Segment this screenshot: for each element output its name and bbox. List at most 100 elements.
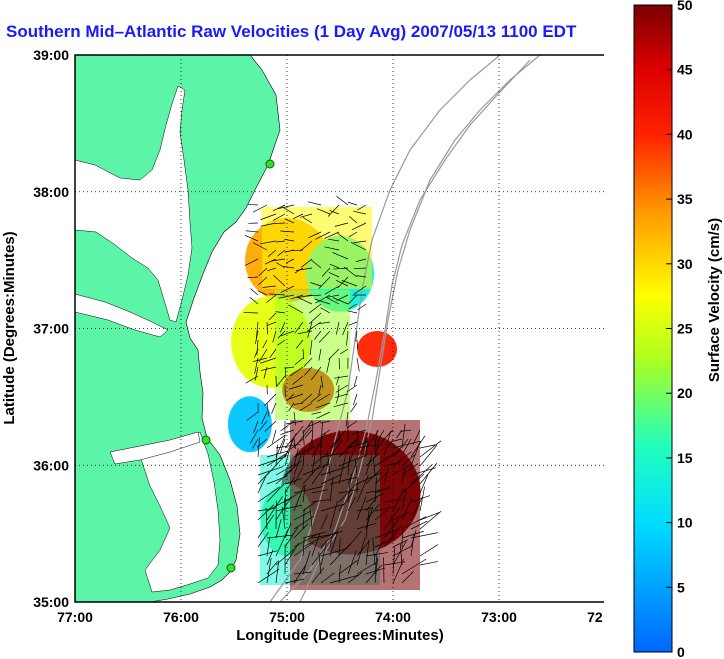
velocity-arrow bbox=[304, 429, 313, 438]
velocity-arrow bbox=[311, 432, 326, 458]
velocity-arrow bbox=[276, 375, 286, 387]
velocity-arrow bbox=[350, 242, 367, 251]
velocity-arrow bbox=[335, 393, 349, 398]
velocity-arrow bbox=[336, 294, 349, 301]
velocity-arrow bbox=[347, 496, 356, 512]
velocity-arrow bbox=[356, 562, 376, 575]
velocity-arrow bbox=[255, 321, 259, 339]
velocity-arrow bbox=[254, 366, 259, 381]
velocity-arrow bbox=[284, 478, 302, 485]
velocity-arrow bbox=[392, 541, 407, 566]
velocity-arrow bbox=[401, 516, 427, 530]
velocity-arrow bbox=[277, 339, 286, 346]
velocity-arrow bbox=[279, 438, 286, 454]
velocity-arrow bbox=[249, 429, 259, 444]
velocity-arrow bbox=[381, 429, 394, 442]
velocity-arrow bbox=[320, 474, 342, 485]
velocity-arrow bbox=[284, 439, 293, 467]
velocity-arrow bbox=[347, 440, 358, 467]
velocity-arrow bbox=[348, 231, 358, 238]
velocity-arrow bbox=[410, 464, 433, 485]
velocity-arrow bbox=[284, 542, 299, 566]
velocity-arrow bbox=[374, 537, 396, 548]
velocity-arrow bbox=[288, 384, 304, 390]
velocity-arrow bbox=[266, 549, 274, 566]
velocity-arrow bbox=[347, 550, 357, 575]
velocity-arrow bbox=[252, 438, 259, 449]
velocity-arrow bbox=[257, 486, 280, 503]
velocity-arrow bbox=[391, 438, 403, 442]
velocity-arrow bbox=[325, 294, 340, 298]
velocity-arrow bbox=[320, 438, 322, 451]
velocity-arrow bbox=[302, 448, 305, 467]
velocity-arrow bbox=[383, 518, 400, 539]
velocity-arrow bbox=[350, 402, 358, 413]
velocity-arrow bbox=[277, 249, 286, 257]
velocity-arrow bbox=[329, 477, 334, 503]
velocity-arrow bbox=[294, 321, 304, 334]
velocity-arrow bbox=[262, 285, 277, 288]
velocity-arrow bbox=[299, 240, 313, 252]
velocity-arrow bbox=[266, 497, 291, 512]
velocity-arrow bbox=[266, 537, 270, 557]
velocity-arrow bbox=[401, 423, 406, 449]
velocity-arrow bbox=[290, 294, 304, 300]
grid-lines bbox=[75, 55, 605, 602]
velocity-arrow bbox=[317, 321, 331, 325]
velocity-arrow bbox=[402, 438, 412, 454]
velocity-arrow bbox=[252, 204, 268, 213]
velocity-arrow bbox=[346, 420, 358, 429]
velocity-arrow bbox=[293, 427, 311, 449]
velocity-arrow bbox=[270, 258, 286, 262]
velocity-arrow bbox=[292, 375, 304, 385]
velocity-arrow bbox=[326, 357, 331, 373]
velocity-arrow bbox=[348, 303, 358, 310]
velocity-fill-mid bbox=[275, 290, 350, 420]
velocity-arrow bbox=[315, 294, 331, 304]
y-axis-label: Latitude (Degrees:Minutes) bbox=[1, 231, 18, 424]
velocity-arrow bbox=[348, 216, 358, 224]
velocity-arrow bbox=[257, 290, 268, 296]
velocity-arrow bbox=[275, 463, 297, 476]
velocity-arrow bbox=[280, 420, 295, 432]
velocity-arrow bbox=[374, 541, 383, 557]
velocity-arrow bbox=[335, 393, 340, 404]
velocity-arrow bbox=[266, 294, 277, 303]
velocity-arrow bbox=[419, 511, 441, 521]
velocity-arrow bbox=[329, 263, 340, 269]
velocity-arrow bbox=[320, 375, 324, 389]
velocity-arrow bbox=[320, 548, 348, 557]
velocity-arrow bbox=[374, 472, 388, 485]
velocity-arrow bbox=[260, 213, 277, 220]
velocity-arrow bbox=[284, 476, 296, 494]
velocity-arrow bbox=[419, 561, 438, 566]
velocity-arrow bbox=[328, 238, 340, 242]
velocity-arrow bbox=[365, 430, 379, 449]
velocity-arrow bbox=[293, 438, 296, 449]
velocity-arrow bbox=[253, 420, 259, 433]
velocity-arrow bbox=[327, 204, 340, 217]
velocity-arrow bbox=[304, 366, 313, 376]
velocity-arrow bbox=[284, 578, 304, 584]
velocity-arrow bbox=[318, 551, 322, 575]
velocity-arrow bbox=[266, 452, 288, 476]
velocity-arrow bbox=[302, 538, 305, 557]
velocity-arrow bbox=[346, 330, 349, 346]
velocity-arrow bbox=[419, 444, 436, 449]
velocity-arrow bbox=[320, 526, 342, 548]
velocity-arrow bbox=[266, 450, 290, 467]
velocity-arrow bbox=[280, 330, 295, 337]
velocity-arrow bbox=[357, 303, 367, 311]
velocity-arrow bbox=[300, 213, 313, 218]
velocity-arrow bbox=[308, 420, 322, 427]
x-tick-label: 76:00 bbox=[163, 609, 199, 625]
velocity-arrow bbox=[275, 528, 289, 557]
velocity-arrow bbox=[419, 510, 442, 530]
velocity-arrow bbox=[294, 357, 304, 366]
chart-title: Southern Mid–Atlantic Raw Velocities (1 … bbox=[6, 22, 577, 41]
velocity-arrow bbox=[419, 463, 438, 485]
velocity-arrow bbox=[278, 204, 295, 209]
velocity-arrow bbox=[338, 538, 341, 557]
velocity-arrow bbox=[266, 558, 272, 584]
velocity-arrow bbox=[383, 430, 391, 458]
